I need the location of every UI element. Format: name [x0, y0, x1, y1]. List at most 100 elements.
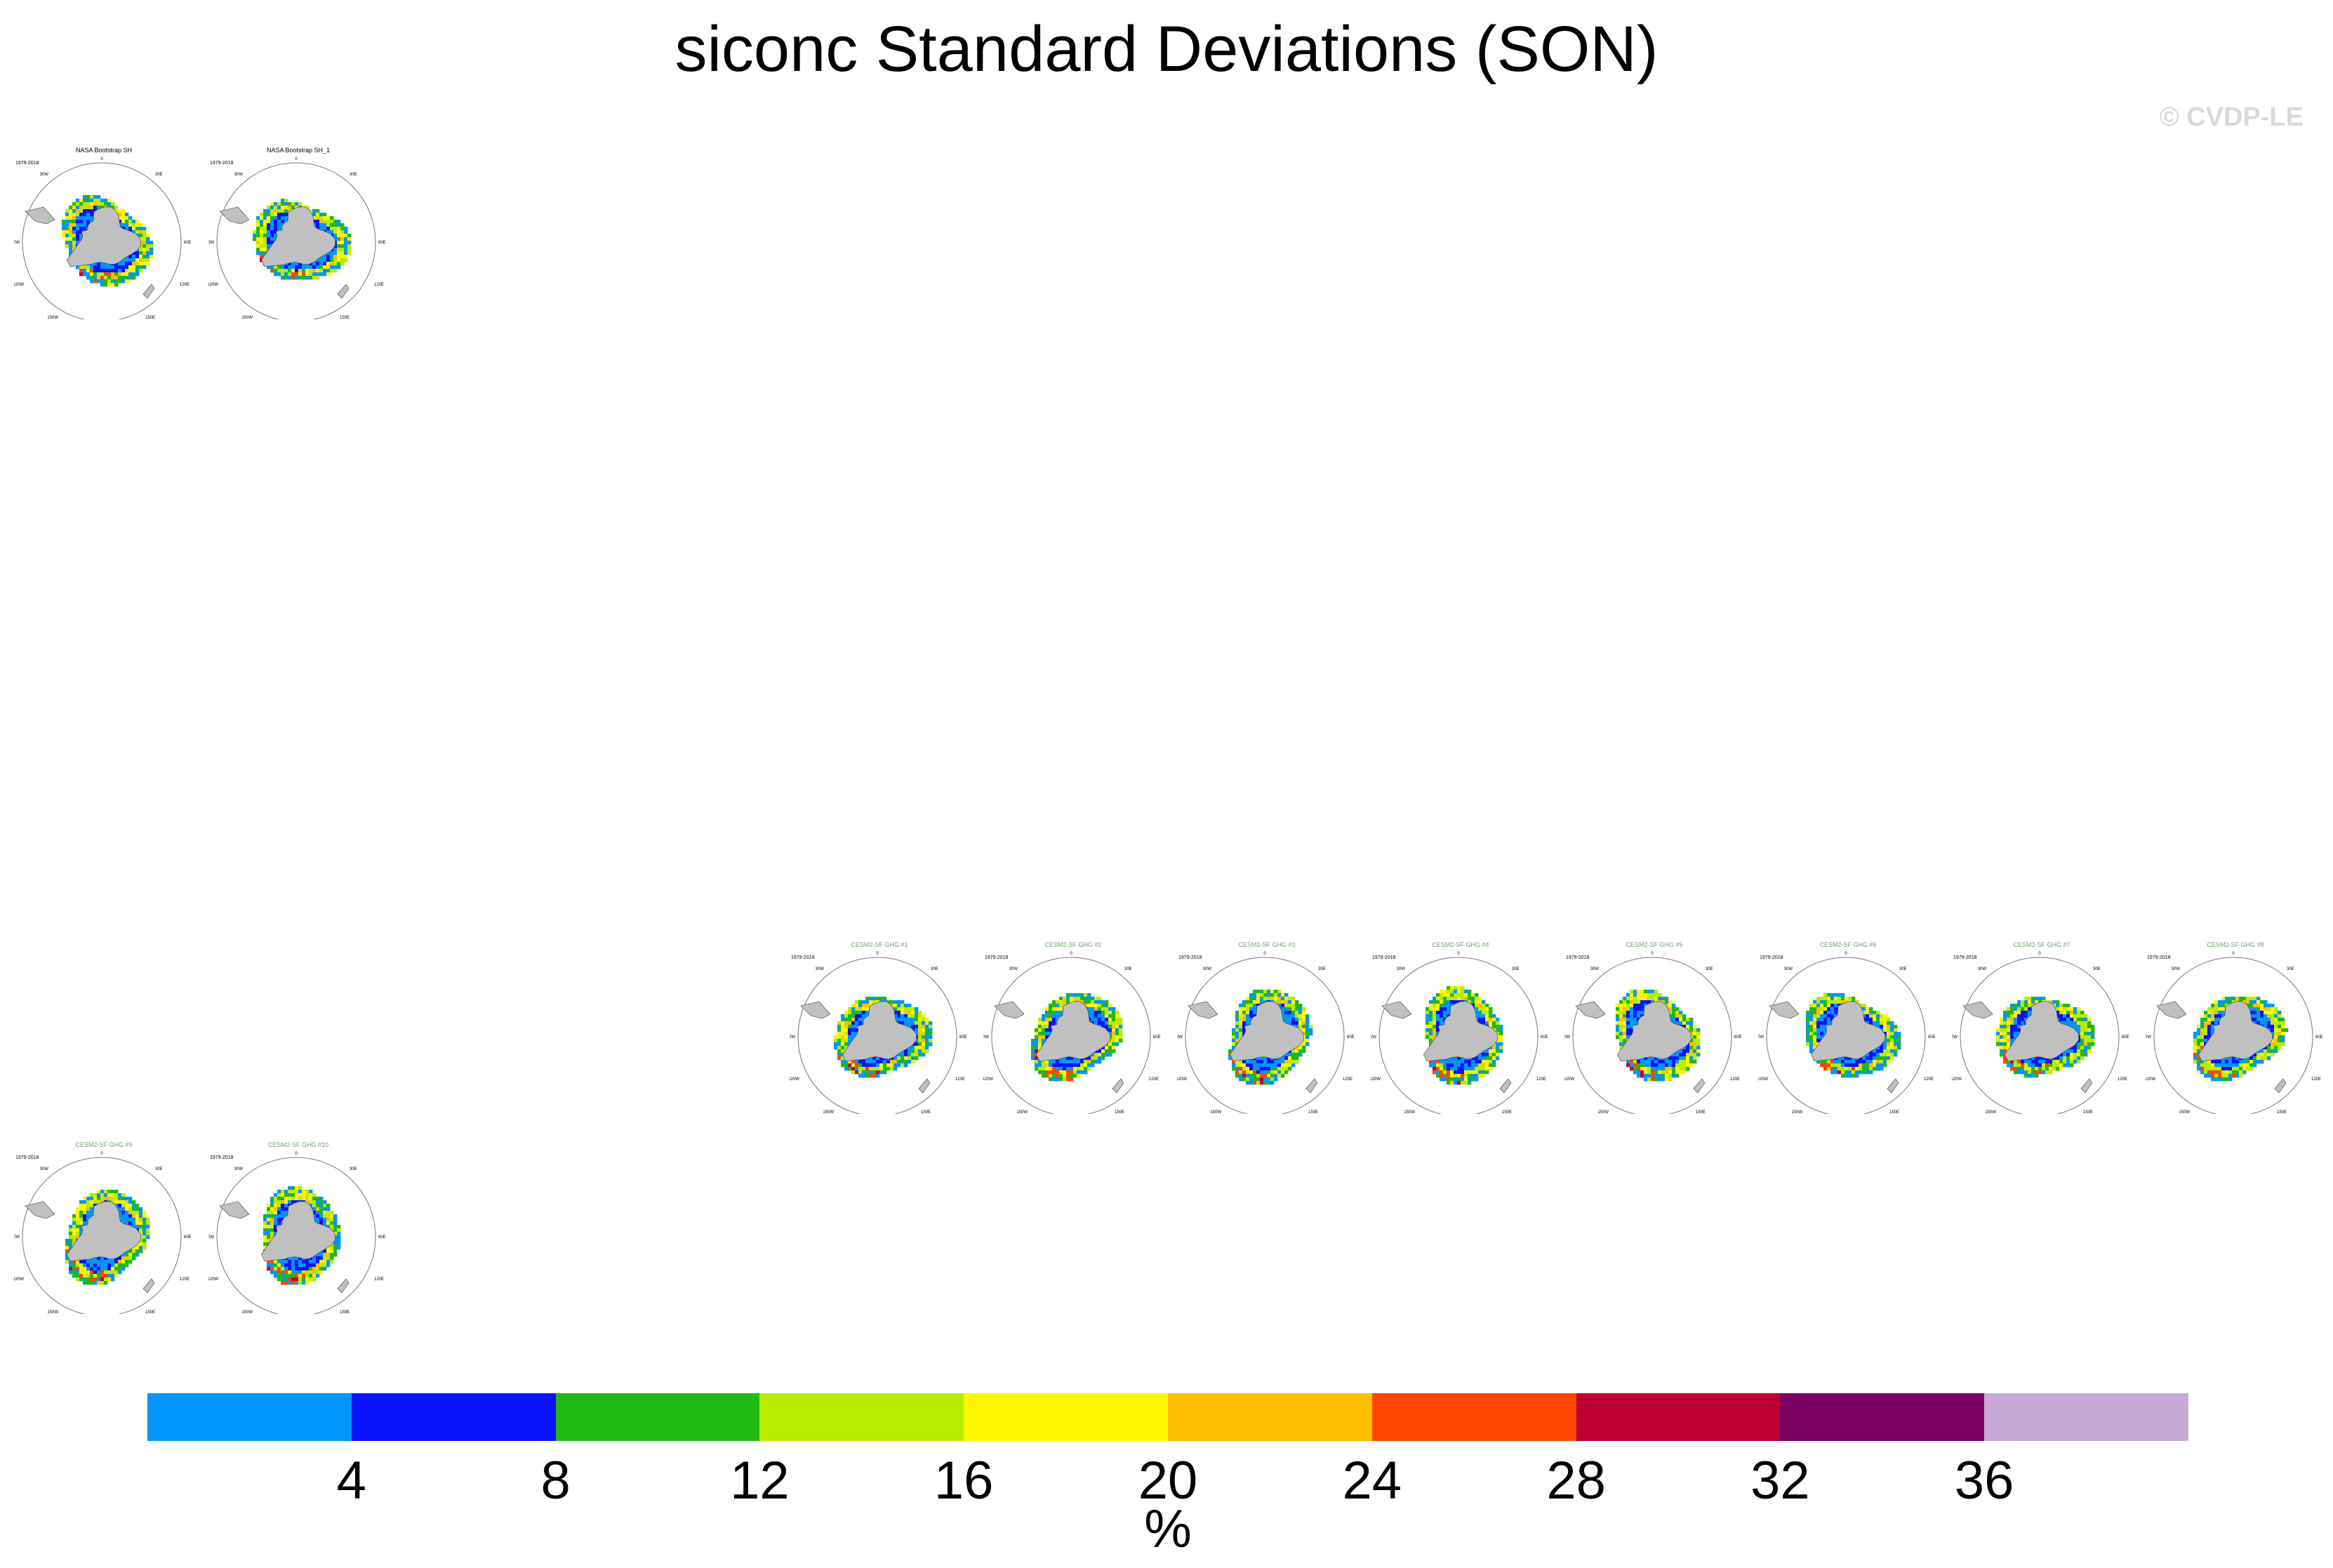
sea-ice-cell	[284, 272, 288, 277]
sea-ice-cell	[858, 1014, 863, 1018]
sea-ice-cell	[1232, 1035, 1236, 1039]
sea-ice-cell	[1232, 1046, 1236, 1050]
sea-ice-cell	[125, 265, 129, 270]
south-america-landmass	[1575, 1001, 1606, 1019]
sea-ice-cell	[2235, 1056, 2240, 1061]
sea-ice-cell	[1052, 1021, 1056, 1025]
sea-ice-cell	[855, 1025, 859, 1029]
sea-ice-cell	[2024, 1067, 2028, 1071]
sea-ice-cell	[865, 1007, 870, 1011]
sea-ice-cell	[2274, 1049, 2278, 1054]
sea-ice-cell	[1478, 1056, 1482, 1061]
sea-ice-cell	[1049, 1018, 1053, 1022]
sea-ice-cell	[2003, 1049, 2007, 1054]
sea-ice-cell	[1443, 1060, 1447, 1064]
sea-ice-cell	[1496, 1046, 1500, 1050]
longitude-label: 120E	[955, 1077, 965, 1082]
sea-ice-cell	[2271, 1004, 2275, 1008]
sea-ice-cell	[1457, 986, 1461, 990]
sea-ice-cell	[1119, 1035, 1123, 1039]
sea-ice-cell	[1478, 1004, 1482, 1008]
sea-ice-cell	[1880, 1021, 1884, 1025]
sea-ice-cell	[851, 1032, 856, 1036]
sea-ice-cell	[1457, 1067, 1461, 1071]
sea-ice-cell	[1475, 1077, 1479, 1082]
sea-ice-cell	[1475, 1000, 1479, 1004]
sea-ice-cell	[837, 1021, 842, 1025]
sea-ice-cell	[841, 1042, 845, 1047]
sea-ice-cell	[2256, 1053, 2261, 1057]
sea-ice-cell	[2035, 1070, 2039, 1075]
sea-ice-cell	[1288, 1000, 1292, 1004]
sea-ice-cell	[1443, 993, 1447, 997]
sea-ice-cell	[1668, 1007, 1673, 1011]
sea-ice-cell	[1841, 1067, 1845, 1071]
sea-ice-cell	[65, 230, 69, 234]
sea-ice-cell	[1295, 1021, 1299, 1025]
sea-ice-cell	[1049, 1060, 1053, 1064]
sea-ice-cell	[1651, 1060, 1655, 1064]
sea-ice-cell	[1042, 1021, 1046, 1025]
sea-ice-cell	[1626, 1032, 1630, 1036]
sea-ice-cell	[1890, 1032, 1894, 1036]
sea-ice-cell	[2200, 1021, 2205, 1025]
sea-ice-cell	[1447, 1011, 1451, 1015]
sea-ice-cell	[2028, 997, 2032, 1001]
sea-ice-cell	[1429, 1021, 1433, 1025]
sea-ice-cell	[904, 1063, 908, 1068]
sea-ice-cell	[2063, 1004, 2067, 1008]
sea-ice-cell	[298, 202, 303, 206]
sea-ice-cell	[1073, 1056, 1077, 1061]
sea-ice-cell	[2193, 1035, 2198, 1039]
sea-ice-cell	[1094, 997, 1098, 1001]
sea-ice-cell	[1256, 1056, 1261, 1061]
sea-ice-cell	[97, 206, 101, 210]
sea-ice-cell	[1820, 1028, 1824, 1032]
sea-ice-cell	[1098, 1049, 1102, 1054]
sea-ice-cell	[915, 1053, 919, 1057]
sea-ice-cell	[922, 1053, 926, 1057]
sea-ice-cell	[2281, 1042, 2285, 1047]
sea-ice-cell	[1693, 1025, 1697, 1029]
sea-ice-cell	[2207, 1014, 2212, 1018]
sea-ice-cell	[1658, 1077, 1662, 1082]
sea-ice-cell	[277, 265, 281, 270]
sea-ice-cell	[2256, 1007, 2261, 1011]
sea-ice-cell	[1485, 1067, 1489, 1071]
sea-ice-cell	[1298, 1004, 1303, 1008]
sea-ice-cell	[1862, 1070, 1866, 1075]
sea-ice-cell	[2007, 1011, 2011, 1015]
sea-ice-cell	[1457, 997, 1461, 1001]
sea-ice-cell	[1105, 1049, 1109, 1054]
sea-ice-cell	[1274, 1060, 1278, 1064]
sea-ice-cell	[1256, 1070, 1261, 1075]
sea-ice-cell	[1855, 1000, 1859, 1004]
sea-ice-cell	[118, 269, 122, 273]
sea-ice-cell	[1623, 1032, 1627, 1036]
sea-ice-cell	[270, 206, 274, 210]
sea-ice-cell	[1059, 1007, 1063, 1011]
sea-ice-cell	[2278, 1021, 2282, 1025]
sea-ice-cell	[83, 269, 87, 273]
sea-ice-cell	[1281, 1060, 1285, 1064]
sea-ice-cell	[1640, 1000, 1644, 1004]
sea-ice-cell	[858, 1060, 863, 1064]
sea-ice-cell	[340, 262, 345, 266]
sea-ice-cell	[918, 1011, 922, 1015]
sea-ice-cell	[851, 1004, 856, 1008]
sea-ice-cell	[2073, 1021, 2078, 1025]
sea-ice-cell	[1482, 1056, 1486, 1061]
sea-ice-cell	[1450, 997, 1454, 1001]
sea-ice-cell	[340, 241, 345, 245]
sea-ice-cell	[1277, 1070, 1282, 1075]
sea-ice-cell	[1253, 1007, 1257, 1011]
sea-ice-cell	[142, 251, 147, 255]
sea-ice-cell	[1658, 993, 1662, 997]
sea-ice-cell	[337, 227, 341, 231]
sea-ice-cell	[1880, 1018, 1884, 1022]
sea-ice-cell	[2278, 1025, 2282, 1029]
sea-ice-cell	[1302, 1025, 1306, 1029]
sea-ice-cell	[1809, 1035, 1814, 1039]
sea-ice-cell	[1066, 1077, 1070, 1082]
sea-ice-cell	[309, 262, 313, 266]
